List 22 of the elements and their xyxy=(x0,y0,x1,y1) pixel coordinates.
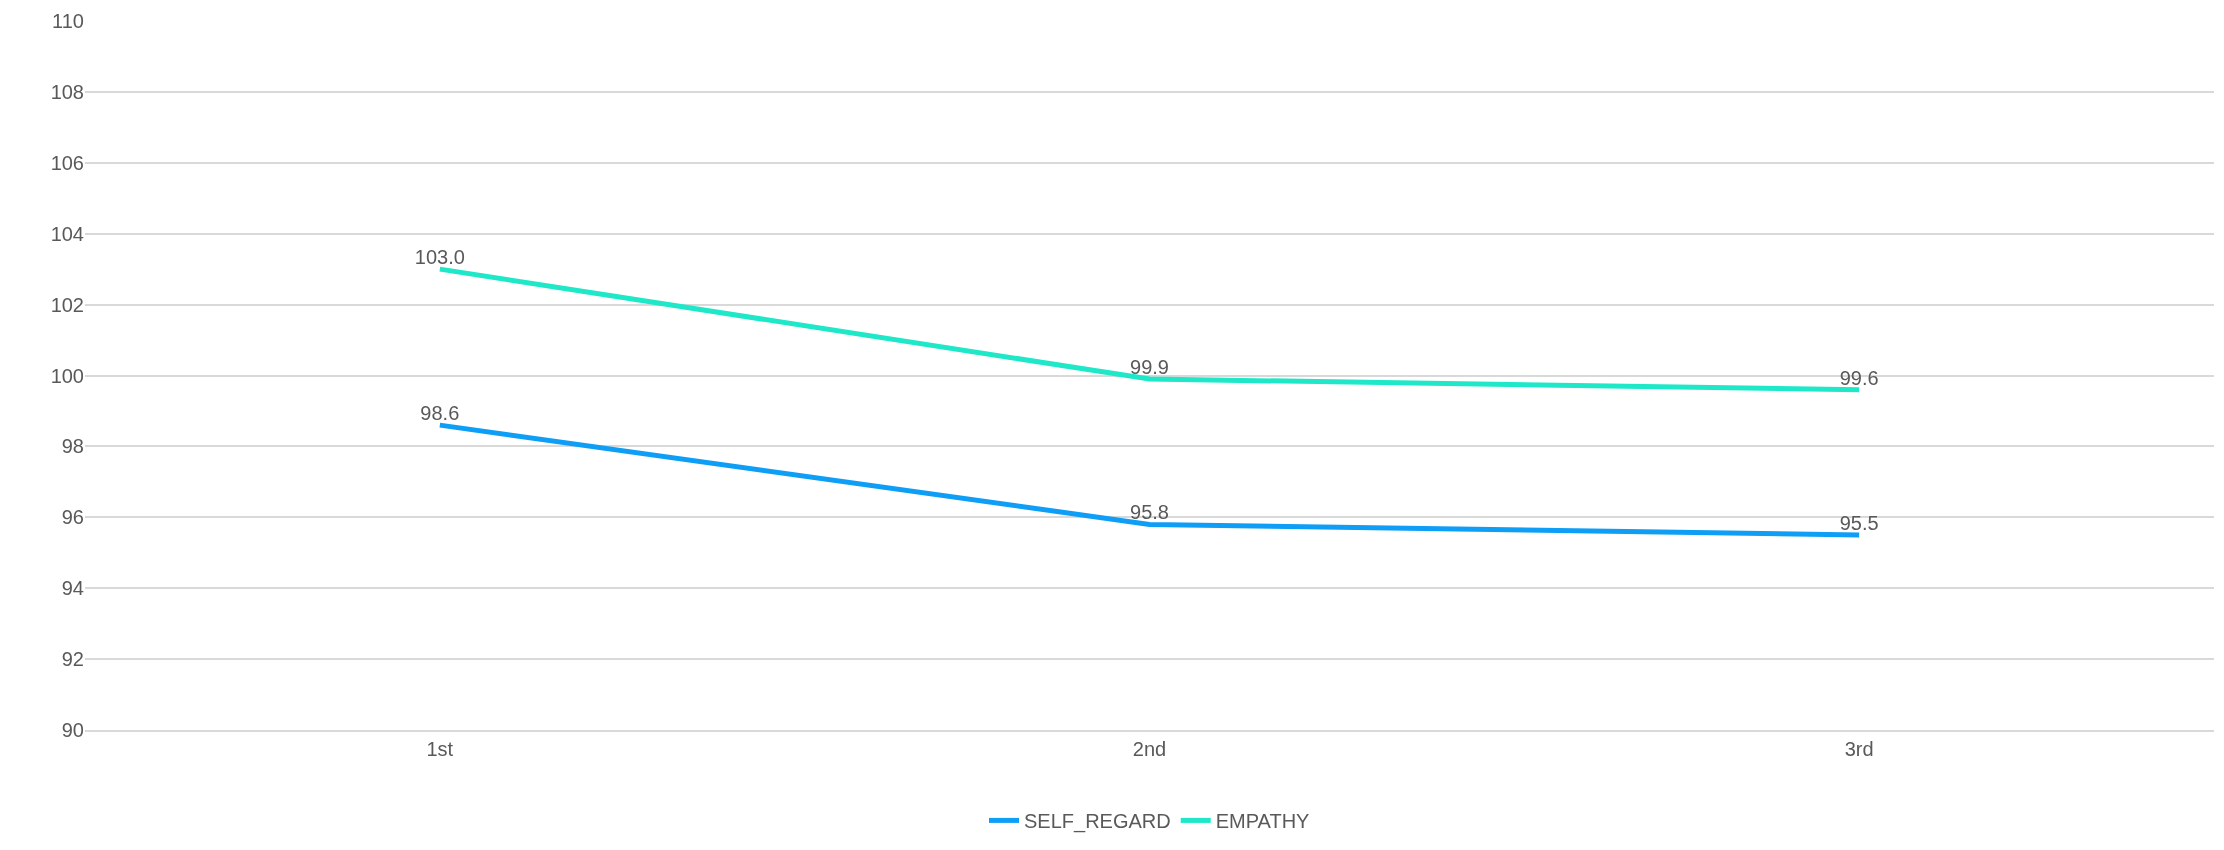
data-label: 99.9 xyxy=(1130,356,1169,379)
data-label: 98.6 xyxy=(420,402,460,425)
y-tick-label: 94 xyxy=(61,577,84,600)
y-tick-label: 104 xyxy=(50,222,84,245)
data-label: 95.8 xyxy=(1130,501,1169,524)
y-tick-label: 106 xyxy=(50,151,84,174)
y-tick-label: 96 xyxy=(61,506,84,529)
y-tick-label: 98 xyxy=(61,435,84,458)
y-tick-label: 110 xyxy=(52,10,84,32)
data-label: 95.5 xyxy=(1839,512,1879,535)
y-tick-label: 102 xyxy=(50,293,84,316)
x-tick-label: 3rd xyxy=(1844,738,1874,760)
data-label: 103.0 xyxy=(414,246,465,269)
x-tick-label: 2nd xyxy=(1132,738,1167,760)
data-label: 99.6 xyxy=(1839,366,1879,389)
y-tick-label: 92 xyxy=(61,648,84,671)
y-tick-label: 90 xyxy=(61,719,84,741)
legend-label: SELF_REGARD xyxy=(1024,810,1171,834)
x-tick-label: 1st xyxy=(426,738,454,760)
legend-label: EMPATHY xyxy=(1215,810,1310,833)
y-tick-label: 108 xyxy=(50,80,84,103)
y-tick-label: 100 xyxy=(50,364,84,387)
